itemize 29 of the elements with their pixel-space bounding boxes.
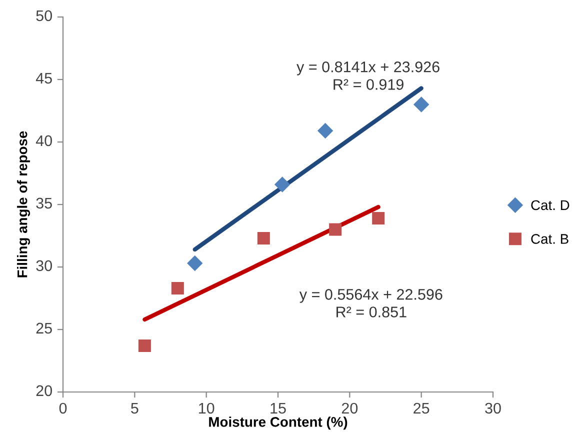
x-tick-label: 30 (485, 402, 501, 414)
y-tick-label: 20 (36, 385, 52, 396)
point (138, 340, 151, 352)
x-axis-title: Moisture Content (%) (209, 416, 348, 430)
x-tick-label: 15 (270, 402, 286, 414)
point (372, 212, 385, 224)
legend-label: Cat. B (531, 234, 568, 244)
y-tick-label: 35 (36, 198, 52, 209)
point (257, 232, 270, 244)
annotation: y = 0.8141x + 23.926 R² = 0.919 (296, 62, 440, 90)
y-axis-title: Filling angle of repose (17, 131, 30, 278)
x-tick-label: 10 (199, 402, 214, 414)
legend-label: Cat. D (531, 200, 570, 210)
point (274, 176, 290, 192)
y-tick-label: 50 (36, 10, 52, 22)
x-tick-label: 20 (342, 402, 358, 414)
point (414, 96, 429, 112)
x-tick-label: 0 (59, 402, 67, 414)
x-tick-label: 25 (414, 402, 430, 414)
point (318, 123, 333, 138)
y-tick-label: 30 (36, 260, 52, 272)
point (187, 256, 202, 271)
annotation: y = 0.5564x + 22.596 R² = 0.851 (299, 289, 442, 318)
y-tick-label: 45 (36, 72, 52, 84)
y-tick-label: 25 (36, 322, 52, 334)
point (329, 223, 342, 236)
y-tick-label: 40 (36, 135, 52, 146)
x-tick-label: 5 (131, 402, 138, 414)
point (171, 282, 184, 294)
